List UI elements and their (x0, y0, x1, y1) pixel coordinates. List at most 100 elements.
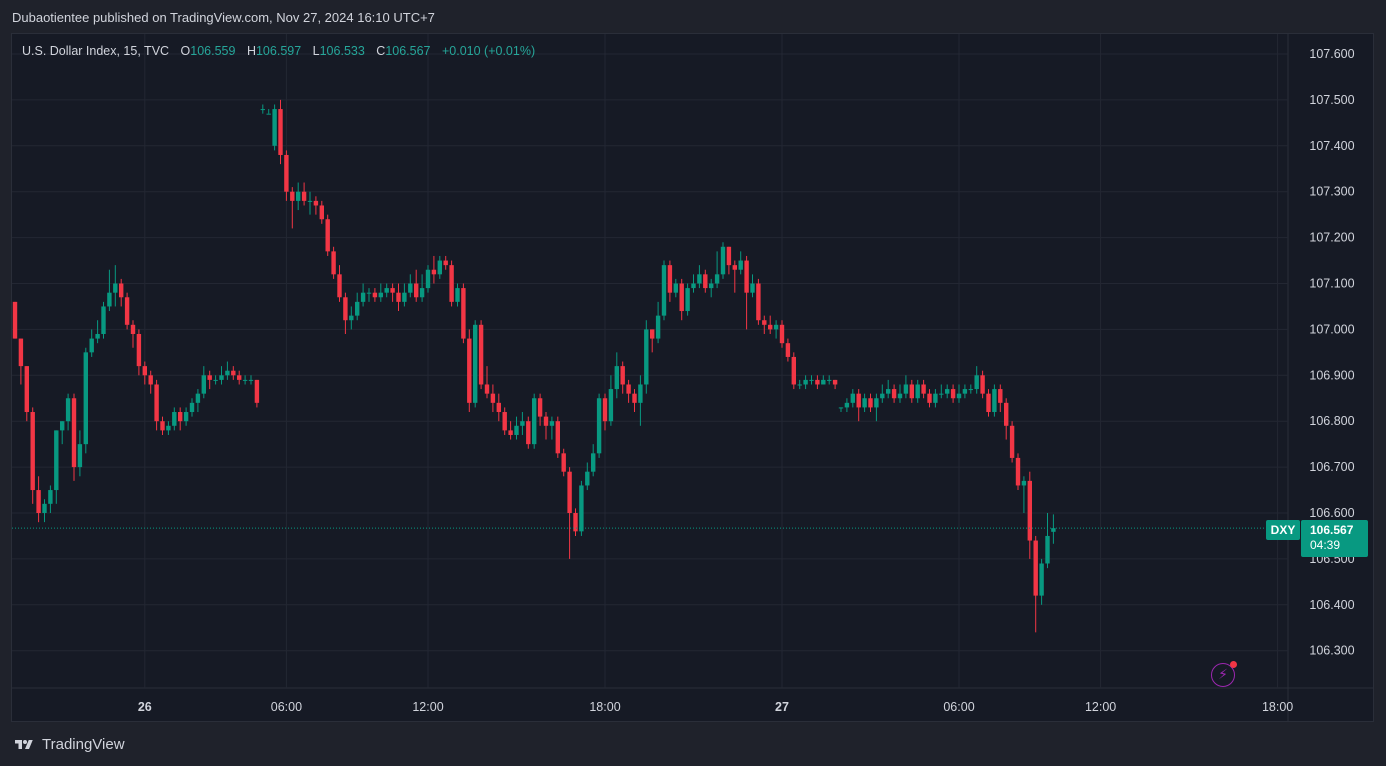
candle-body (537, 398, 543, 417)
candle-body (1015, 457, 1021, 486)
candlestick-chart[interactable]: 107.600 107.500 107.400 107.300 107.200 107.1… (12, 34, 1374, 722)
price-tick-label: 106.400 (1309, 598, 1354, 612)
candle-body (838, 407, 844, 409)
candle-body (720, 246, 726, 275)
candle-body (431, 269, 437, 275)
candle-body (473, 324, 478, 403)
time-tick-label: 12:00 (412, 700, 443, 714)
candle-body (980, 375, 985, 394)
candle-body (455, 288, 460, 302)
legend-open-label: O (180, 44, 191, 58)
candle-body (797, 384, 802, 386)
last-price-value: 106.567 (1310, 523, 1354, 537)
time-tick-label: 12:00 (1085, 700, 1116, 714)
candle-body (402, 292, 407, 302)
candle-body (1004, 402, 1009, 426)
candle-body (408, 283, 413, 293)
publish-info: Dubaotientee published on TradingView.co… (12, 10, 435, 25)
candle-body (461, 288, 466, 339)
candle-body (773, 324, 779, 330)
candle-body (650, 329, 655, 339)
time-tick-label: 26 (138, 700, 152, 714)
candle-body (891, 389, 897, 399)
candle-body (897, 393, 903, 399)
candle-body (809, 379, 814, 381)
candle-body (543, 416, 549, 426)
candle-body (732, 265, 737, 270)
legend-close-value: 106.567 (385, 44, 431, 58)
candle-body (325, 219, 330, 252)
candle-body (496, 402, 501, 413)
candle-body (779, 324, 785, 344)
legend-high-label: H (246, 44, 256, 58)
candle-body (160, 421, 165, 431)
candle-body (886, 389, 891, 394)
candle-body (24, 366, 29, 413)
candle-body (113, 283, 118, 293)
candle-body (254, 379, 260, 403)
candle-body (18, 338, 24, 367)
candle-body (296, 191, 301, 201)
candle-body (832, 379, 838, 385)
legend-close-label: C (376, 44, 386, 58)
candle-body (1045, 535, 1050, 564)
candle-body (136, 333, 142, 367)
candle-body (986, 393, 991, 413)
time-axis: 26 06:00 12:00 18:00 27 06:00 12:00 18:00 (138, 700, 1293, 714)
time-tick-label: 18:00 (589, 700, 620, 714)
candle-body (714, 274, 720, 284)
candle-body (307, 200, 313, 202)
legend-low-label: L (312, 44, 320, 58)
candle-body (945, 389, 950, 394)
candle-body (626, 384, 631, 394)
candle-body (425, 269, 431, 289)
candle-body (502, 412, 507, 431)
candle-body (1033, 540, 1038, 596)
notification-dot (1230, 661, 1237, 668)
candle-body (1039, 563, 1044, 596)
candle-body (372, 292, 378, 298)
candle-body (880, 393, 885, 399)
legend-high-value: 106.597 (255, 44, 302, 58)
candle-body (738, 260, 743, 270)
candle-body (349, 315, 354, 321)
candle-body (166, 425, 171, 431)
candle-body (390, 288, 395, 293)
candle-body (526, 421, 531, 445)
time-tick-label: 18:00 (1262, 700, 1293, 714)
candle-body (992, 389, 997, 413)
candle-body (549, 421, 555, 426)
candle-body (231, 370, 236, 376)
price-tick-label: 106.600 (1309, 506, 1354, 520)
symbol-tag: DXY (1266, 520, 1300, 540)
candle-body (30, 412, 35, 491)
price-tick-label: 106.900 (1309, 368, 1354, 382)
candle-body (77, 444, 83, 468)
chart-pane[interactable]: 107.600 107.500 107.400 107.300 107.200 107.1… (11, 33, 1374, 722)
candle-body (903, 384, 909, 394)
candle-body (596, 398, 602, 454)
candle-body (632, 393, 637, 403)
candle-body (620, 366, 625, 385)
candle-body (119, 283, 124, 298)
lightning-icon[interactable]: ⚡ (1211, 661, 1237, 687)
candle-body (378, 292, 383, 298)
candle-body (1027, 480, 1032, 541)
price-tick-label: 107.200 (1309, 231, 1354, 245)
candle-body (154, 384, 159, 422)
candle-body (419, 288, 425, 298)
candle-body (189, 402, 195, 413)
candle-body (827, 379, 832, 381)
grid (12, 34, 1373, 721)
tradingview-brand[interactable]: TradingView (12, 736, 125, 753)
candle-body (478, 324, 484, 385)
candle-body (815, 379, 820, 385)
candle-body (48, 490, 53, 504)
chart-legend: U.S. Dollar Index, 15, TVC O106.559 H106… (22, 44, 535, 58)
candle-body (909, 384, 914, 399)
candle-body (207, 375, 212, 380)
candle-body (974, 375, 979, 390)
legend-change: +0.010 (+0.01%) (441, 44, 536, 58)
candle-body (83, 352, 88, 445)
candle-body (12, 301, 18, 339)
